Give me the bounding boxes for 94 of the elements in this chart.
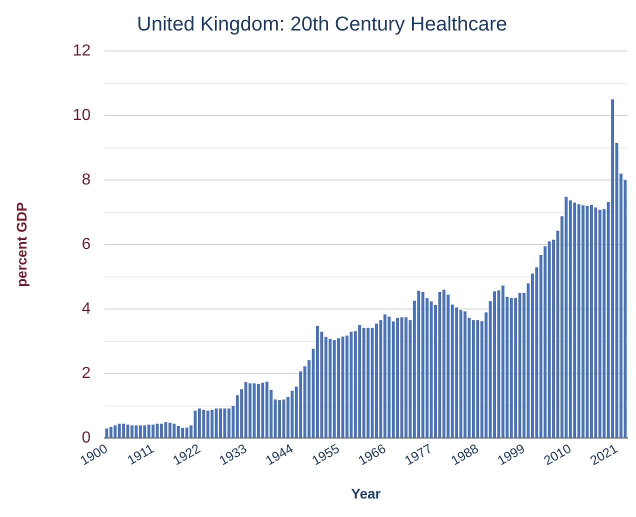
y-tick-label: 2 [82,365,91,382]
bar [501,286,504,438]
bar [493,291,496,438]
x-tick-label: 1911 [124,440,156,468]
bar [396,318,400,438]
bar [332,340,336,438]
y-tick-label: 4 [82,300,91,318]
x-tick-label: 1955 [309,440,342,468]
bar [438,292,442,438]
bar [464,311,466,438]
x-tick-label: 1944 [262,440,296,468]
bar [143,425,146,438]
bar [442,290,446,438]
bar [227,408,230,438]
bar [164,422,168,438]
bar [130,425,134,438]
x-tick-label: 1933 [216,440,250,468]
x-tick-label: 1966 [356,440,388,468]
y-tick-label: 10 [72,106,91,124]
bar [138,425,142,438]
bar [172,424,176,438]
bar [582,205,585,438]
bar [594,208,598,438]
y-tick-label: 6 [82,236,91,254]
y-tick-label: 0 [82,430,91,447]
bar [210,410,214,438]
bar [206,410,210,438]
bar [160,424,163,438]
bar [219,408,222,438]
bar [568,200,572,438]
bar [122,424,126,438]
y-tick-label: 12 [72,42,91,60]
bar [114,425,117,438]
x-tick-label: 2021 [588,440,620,468]
bar [156,424,159,438]
x-tick-label: 2010 [541,440,574,468]
bar [358,324,362,438]
bar [328,338,332,438]
bar [152,424,155,438]
bar [109,426,112,438]
x-tick-label: 1988 [448,440,481,468]
chart-title: United Kingdom: 20th Century Healthcare [136,14,508,36]
bar [598,210,602,438]
bar [256,384,260,438]
x-tick-label: 1999 [494,440,528,468]
bar [261,382,264,438]
bar [265,382,268,438]
bar [244,382,248,438]
bar [518,293,522,438]
bar [510,298,513,438]
bar [590,204,593,438]
x-tick-label: 1922 [170,440,203,468]
bar [337,338,340,438]
bar [181,428,184,438]
x-tick-label: 1977 [402,440,435,468]
bar [564,196,568,438]
bar [346,336,348,438]
bar [577,204,580,438]
bar [421,292,424,438]
bar [134,425,138,438]
bar [472,320,475,438]
bar [214,408,218,438]
bar [404,317,408,438]
bar [168,422,172,438]
bar [290,390,294,438]
bar [185,428,188,438]
bar [350,332,353,438]
bar [375,324,378,438]
bar [316,326,319,438]
bar [118,424,121,438]
y-tick-label: 8 [82,171,91,188]
bar [476,320,480,438]
bar [176,426,180,438]
bar [430,301,433,438]
y-axis-title: percent GDP [13,202,30,288]
bar [202,410,206,438]
bar [459,310,462,438]
bar [455,308,458,438]
bar [248,383,252,438]
bar [362,328,366,438]
bar [198,408,201,438]
bar [383,314,386,438]
bar [388,316,391,438]
x-axis-title: Year [351,485,382,502]
bar [147,424,150,438]
bar [400,317,404,438]
bar [105,428,108,438]
bar [611,99,614,438]
bar [417,290,420,438]
bar [278,400,282,438]
bar [573,202,576,438]
bar [548,241,551,438]
bar [126,424,130,438]
bar [366,328,370,438]
